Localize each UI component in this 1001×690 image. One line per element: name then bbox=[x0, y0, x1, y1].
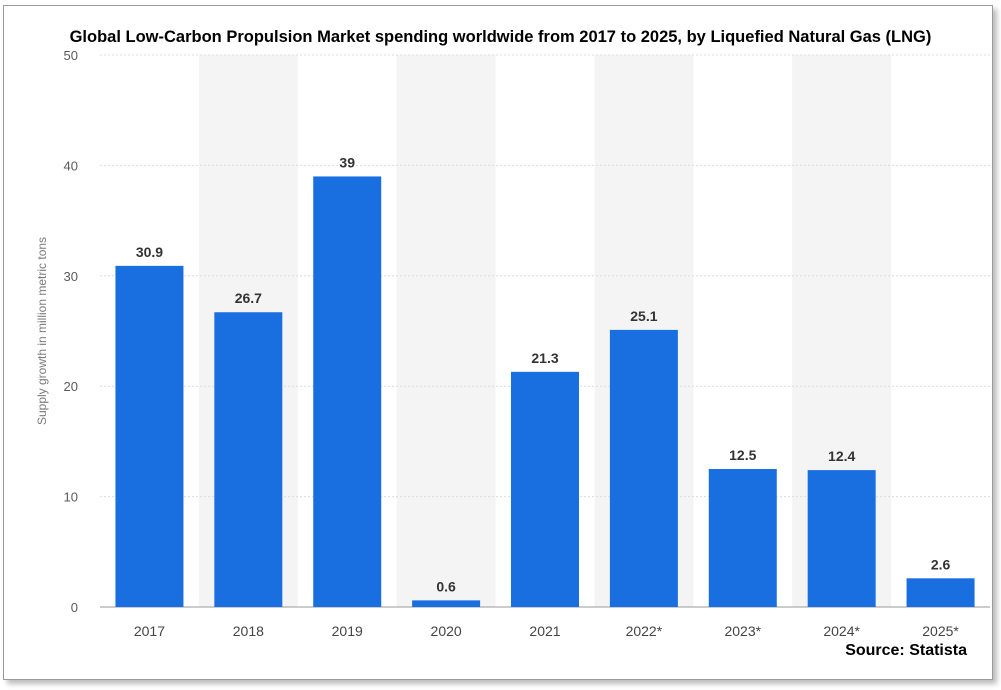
x-tick-label: 2024* bbox=[823, 623, 860, 639]
x-tick-label: 2018 bbox=[233, 623, 264, 639]
y-tick-label: 50 bbox=[64, 48, 78, 63]
y-tick-label: 0 bbox=[71, 600, 78, 615]
data-labels: 30.9 26.7 39 0.6 21.3 25.1 12.5 12.4 2.6 bbox=[136, 154, 951, 594]
y-tick-labels: 0 10 20 30 40 50 bbox=[64, 48, 78, 615]
data-label: 2.6 bbox=[931, 556, 951, 572]
x-tick-label: 2019 bbox=[332, 623, 363, 639]
x-tick-labels: 2017 2018 2019 2020 2021 2022* 2023* 2024* 2025* bbox=[134, 623, 960, 639]
bar bbox=[313, 176, 382, 607]
x-tick-label: 2022* bbox=[626, 623, 663, 639]
data-label: 21.3 bbox=[531, 350, 558, 366]
y-tick-label: 10 bbox=[64, 490, 78, 505]
y-tick-label: 30 bbox=[64, 269, 78, 284]
data-label: 25.1 bbox=[630, 308, 657, 324]
bar bbox=[807, 470, 876, 607]
x-tick-label: 2021 bbox=[529, 623, 560, 639]
data-label: 39 bbox=[339, 154, 355, 170]
background-band bbox=[396, 55, 496, 607]
y-axis-label: Supply growth in million metric tons bbox=[35, 237, 49, 425]
y-tick-label: 20 bbox=[64, 379, 78, 394]
chart-title: Global Low-Carbon Propulsion Market spen… bbox=[69, 28, 932, 46]
x-tick-label: 2025* bbox=[922, 623, 959, 639]
data-label: 30.9 bbox=[136, 244, 163, 260]
x-tick-label: 2023* bbox=[724, 623, 761, 639]
y-tick-label: 40 bbox=[64, 158, 78, 173]
bar bbox=[511, 371, 579, 607]
bar bbox=[708, 469, 777, 607]
bars bbox=[115, 176, 975, 607]
bar bbox=[214, 312, 283, 607]
source-note: Source: Statista bbox=[845, 642, 967, 659]
data-label: 26.7 bbox=[235, 290, 262, 306]
bar bbox=[906, 578, 975, 607]
bar bbox=[115, 265, 184, 607]
data-label: 12.4 bbox=[828, 448, 855, 464]
bar bbox=[609, 329, 678, 607]
x-tick-label: 2017 bbox=[134, 623, 165, 639]
x-tick-label: 2020 bbox=[431, 623, 462, 639]
data-label: 0.6 bbox=[436, 578, 456, 594]
bar bbox=[412, 600, 481, 607]
data-label: 12.5 bbox=[729, 447, 756, 463]
